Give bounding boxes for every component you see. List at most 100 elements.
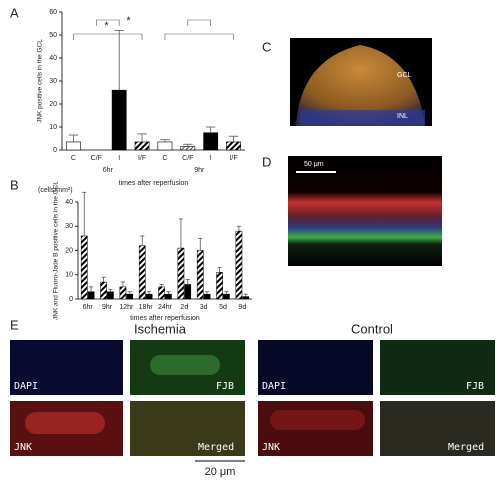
channel-label: DAPI	[262, 381, 286, 392]
unit-label: (cells/mm²)	[38, 187, 73, 194]
bar	[242, 296, 250, 300]
channel-label: FJB	[466, 381, 484, 392]
bar	[223, 293, 230, 300]
channel-label: JNK	[14, 442, 32, 453]
x-tick-label: I	[118, 155, 120, 162]
panel-label: B	[10, 177, 19, 192]
layer-label: INL	[397, 113, 408, 120]
signal	[270, 410, 365, 430]
bar	[107, 291, 114, 300]
x-axis-label: times after reperfusion	[130, 315, 200, 322]
y-tick-label: 0	[53, 147, 57, 154]
x-tick-label: 24hr	[158, 304, 173, 311]
x-tick-label: C	[162, 155, 167, 162]
y-tick-label: 50	[49, 32, 57, 39]
bar	[165, 293, 172, 300]
group-label: 9hr	[194, 167, 205, 174]
panel-label: C	[262, 39, 271, 54]
x-tick-label: C	[71, 155, 76, 162]
bar	[184, 284, 192, 300]
bar	[119, 286, 127, 300]
y-tick-label: 30	[49, 78, 57, 85]
y-tick-label: 10	[65, 272, 73, 279]
bar	[87, 291, 95, 300]
y-tick-label: 60	[49, 9, 57, 16]
tile	[380, 401, 495, 456]
bar	[226, 141, 241, 151]
x-tick-label: C/F	[182, 155, 193, 162]
bracket	[96, 19, 120, 26]
bar	[134, 141, 150, 151]
x-tick-label: 2d	[180, 304, 188, 311]
scale-label: 20 μm	[205, 466, 236, 478]
scale-label: 50 μm	[304, 161, 324, 168]
nuclei-layer	[300, 110, 425, 126]
signal	[25, 412, 105, 434]
bar	[216, 272, 223, 300]
tile	[10, 340, 123, 395]
x-tick-label: C/F	[91, 155, 102, 162]
x-tick-label: 9d	[238, 304, 246, 311]
channel-label: JNK	[262, 442, 280, 453]
x-tick-label: I/F	[229, 155, 237, 162]
bar	[145, 293, 153, 300]
bracket	[164, 33, 234, 40]
bar	[100, 281, 107, 300]
y-tick-label: 20	[65, 247, 73, 254]
layer-label: GCL	[397, 72, 412, 79]
y-tick-label: 0	[69, 296, 73, 303]
y-axis-label: JNK and Fluoro-Jade B positive cells in …	[53, 181, 60, 320]
condition-label: Ischemia	[134, 321, 187, 336]
y-tick-label: 40	[65, 199, 73, 206]
x-tick-label: 18hr	[139, 304, 154, 311]
charts: A 0 10 20 30 40 50 60 JNK positive cells in the …	[10, 5, 252, 322]
y-tick-label: 30	[65, 223, 73, 230]
signal	[150, 355, 220, 375]
bar	[196, 250, 204, 300]
bar	[157, 141, 173, 151]
tile	[130, 401, 245, 456]
tile	[258, 340, 373, 395]
x-tick-label: 3d	[200, 304, 208, 311]
bar	[203, 132, 219, 151]
bracket	[73, 33, 143, 40]
x-tick-label: I/F	[138, 155, 146, 162]
bar	[80, 235, 88, 300]
x-tick-label: I	[210, 155, 212, 162]
bar	[138, 245, 146, 300]
y-tick-label: 40	[49, 55, 57, 62]
significance: *	[126, 15, 131, 27]
channel-label: DAPI	[14, 381, 38, 392]
bracket	[187, 19, 211, 26]
bar	[66, 141, 81, 151]
panel-label: D	[262, 154, 271, 169]
bar	[158, 286, 165, 300]
bar	[177, 247, 185, 300]
tissue	[296, 45, 425, 126]
panel-label: A	[10, 5, 19, 20]
y-tick-label: 10	[49, 124, 57, 131]
panel-label: E	[10, 317, 19, 332]
bar	[111, 89, 127, 151]
x-tick-label: 6hr	[83, 304, 94, 311]
significance: *	[104, 20, 109, 32]
channel-label: Merged	[448, 442, 484, 453]
x-tick-label: 12hr	[119, 304, 134, 311]
bar	[126, 293, 134, 300]
tiles	[10, 340, 495, 456]
x-tick-label: 5d	[219, 304, 227, 311]
x-tick-label: 9hr	[102, 304, 113, 311]
x-axis-label: times after reperfusion	[119, 180, 189, 187]
micrograph	[288, 156, 442, 266]
bar	[203, 293, 211, 300]
tile	[380, 340, 495, 395]
y-tick-label: 20	[49, 101, 57, 108]
bar	[180, 146, 196, 151]
group-label: 6hr	[103, 167, 114, 174]
channel-label: Merged	[198, 442, 234, 453]
condition-label: Control	[351, 321, 393, 336]
y-axis-label: JNK positive cells in the GCL	[37, 39, 44, 123]
channel-label: FJB	[216, 381, 234, 392]
bar	[235, 230, 243, 300]
